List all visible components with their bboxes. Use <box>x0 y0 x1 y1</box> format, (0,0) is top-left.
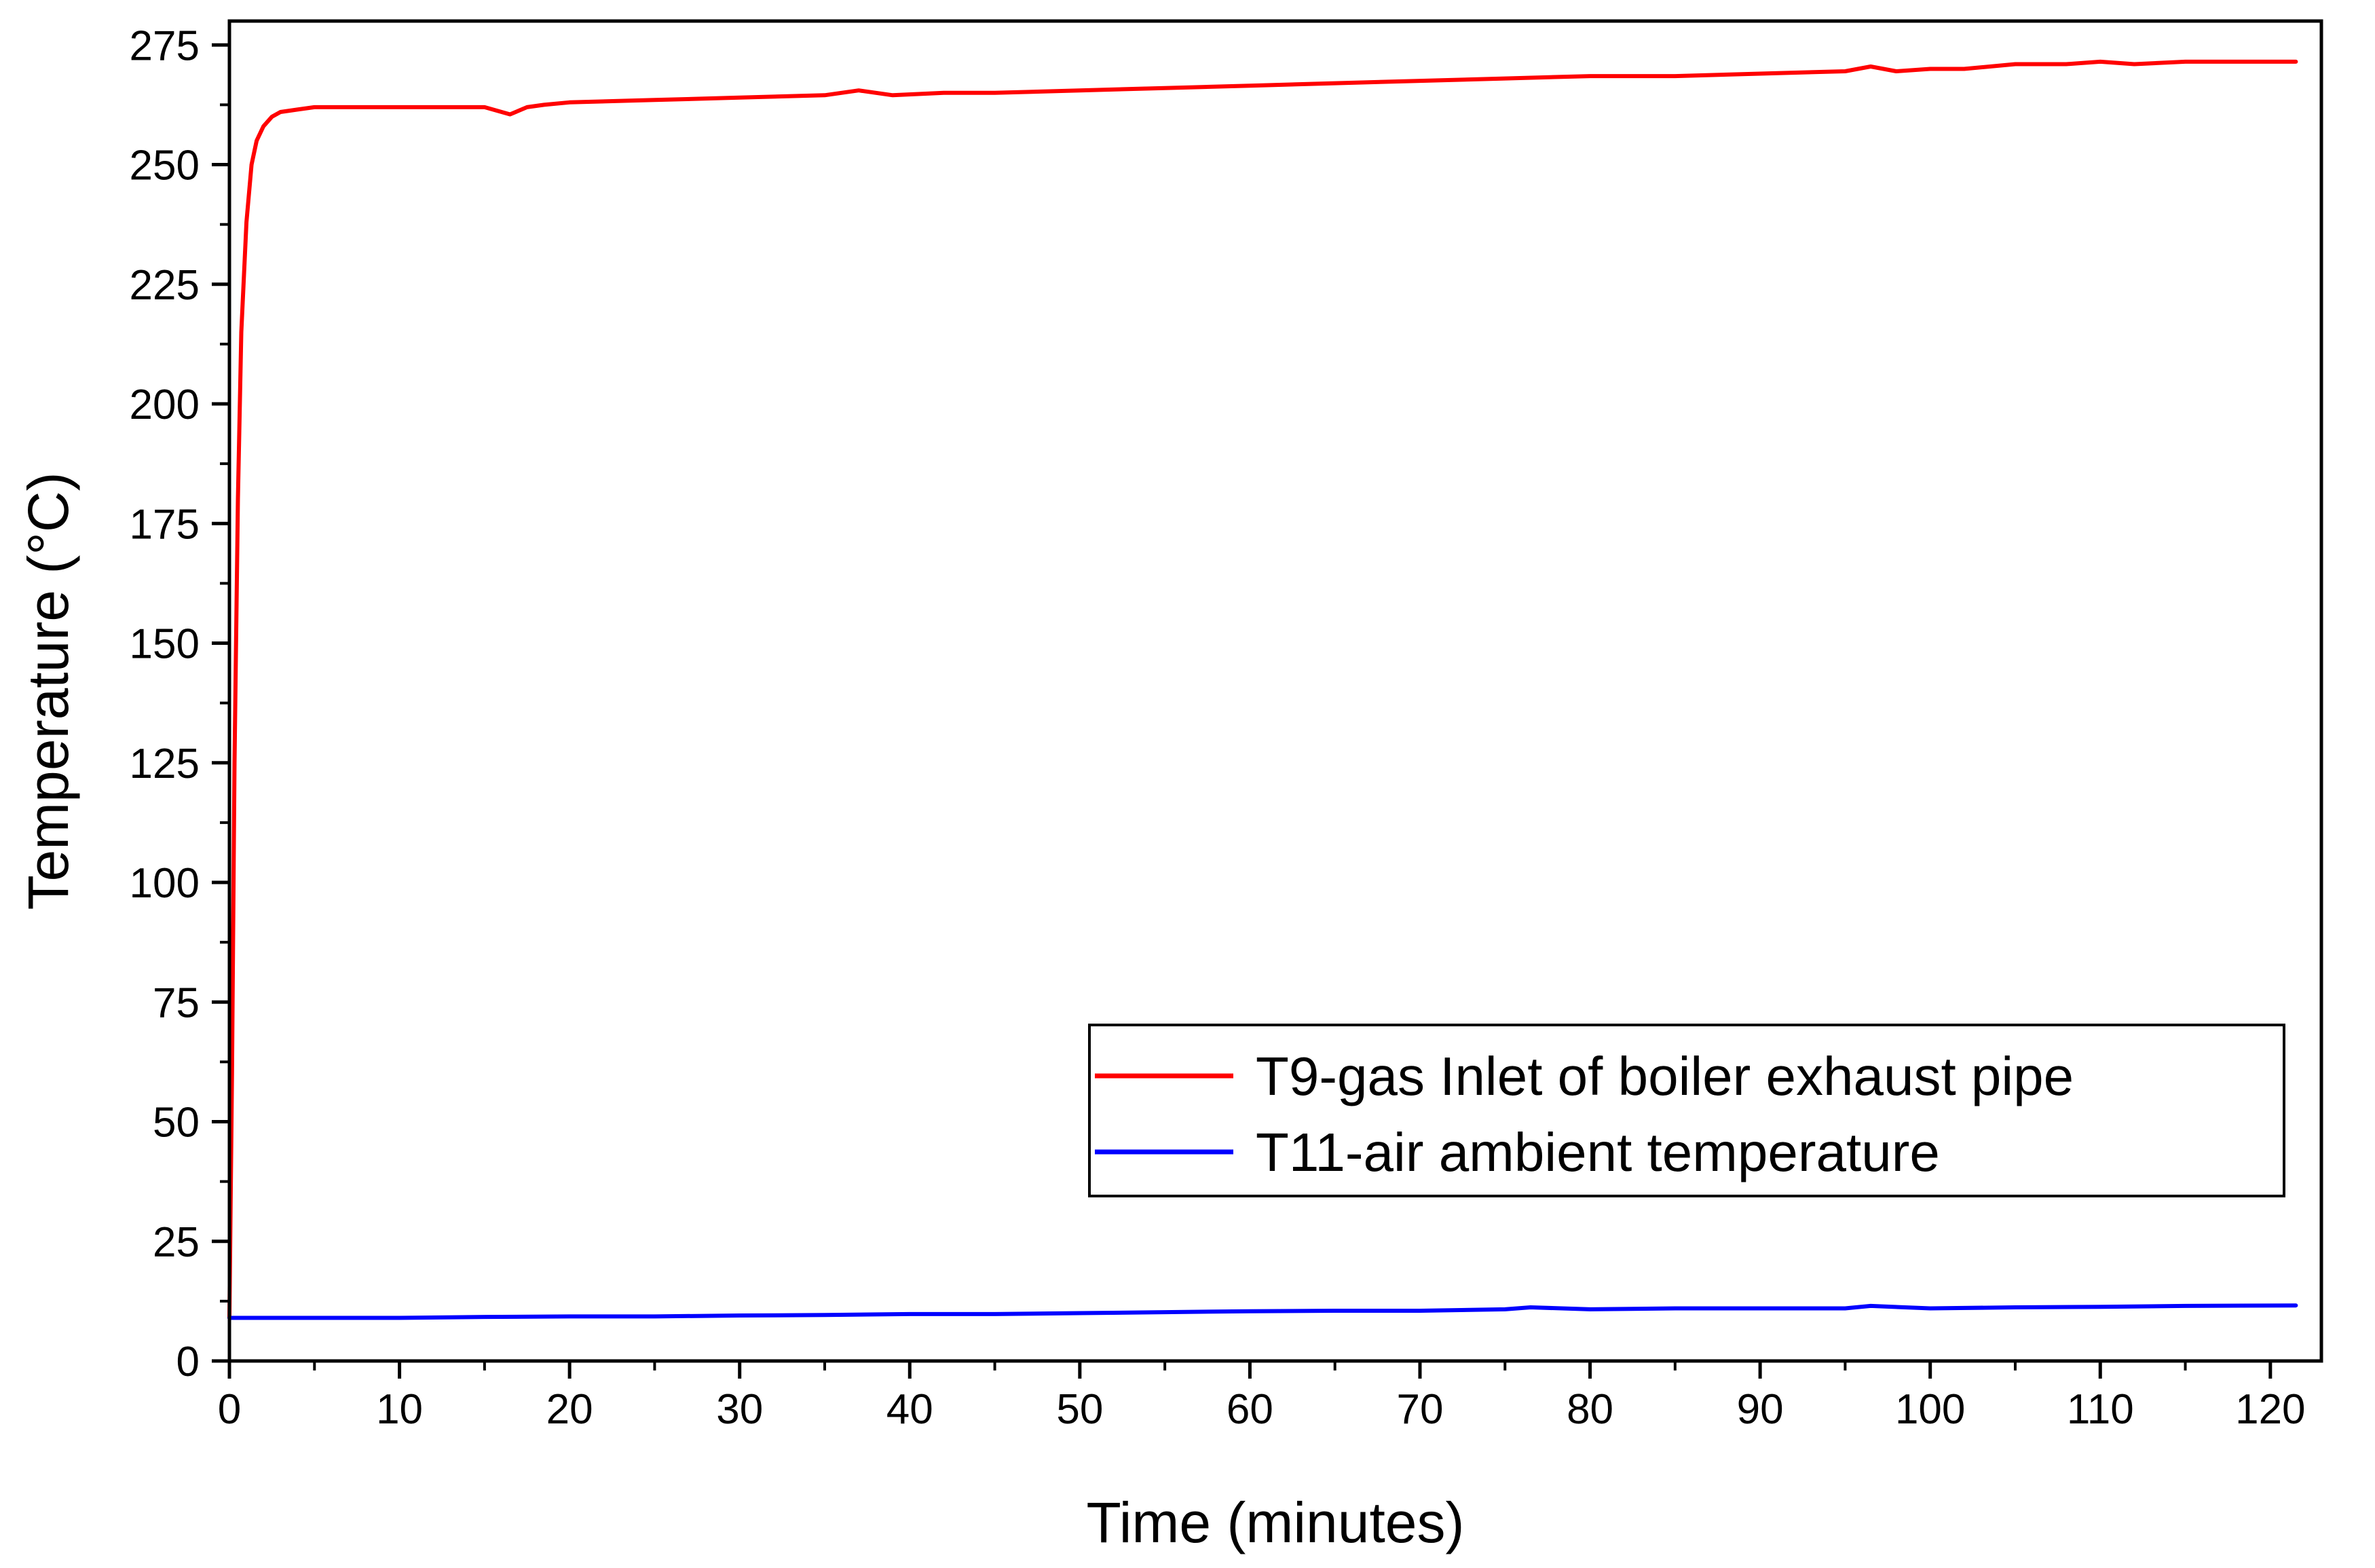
legend-box <box>1088 1024 2285 1197</box>
x-tick-label: 20 <box>546 1386 593 1433</box>
y-tick-label: 225 <box>130 262 200 309</box>
y-tick-label: 50 <box>153 1100 200 1146</box>
plot-frame <box>227 19 2323 1363</box>
legend-label-t11-air: T11-air ambient temperature <box>1256 1122 1940 1182</box>
x-tick-label: 50 <box>1056 1386 1103 1433</box>
y-tick-label: 100 <box>130 860 200 907</box>
y-tick-label: 0 <box>176 1339 200 1385</box>
y-tick-label: 125 <box>130 741 200 787</box>
legend: T9-gas Inlet of boiler exhaust pipe T11-… <box>1088 1024 2285 1197</box>
y-tick-label: 25 <box>153 1219 200 1266</box>
x-tick-label: 30 <box>716 1386 763 1433</box>
y-tick-label: 75 <box>153 979 200 1026</box>
series-line-0 <box>227 59 2298 1320</box>
x-tick-label: 80 <box>1567 1386 1613 1433</box>
series-layer <box>227 59 2298 1320</box>
x-tick-label: 90 <box>1737 1386 1784 1433</box>
x-tick-label: 70 <box>1396 1386 1443 1433</box>
y-axis-ticks: 0 25 50 75 100 125 150 175 200 225 250 275 <box>130 22 229 1385</box>
y-tick-label: 200 <box>130 381 200 428</box>
y-tick-label: 250 <box>130 143 200 189</box>
y-tick-label: 175 <box>130 501 200 548</box>
x-axis-title: Time (minutes) <box>1087 1491 1465 1554</box>
y-tick-label: 150 <box>130 621 200 668</box>
plot-area: 0 10 20 30 40 50 60 70 80 90 100 110 120 0 25 50 75 100 1… <box>130 19 2323 1433</box>
x-tick-label: 0 <box>218 1386 241 1433</box>
y-axis-title: Temperature (°C) <box>16 472 80 910</box>
x-tick-label: 10 <box>376 1386 423 1433</box>
x-tick-label: 40 <box>886 1386 933 1433</box>
legend-label-t9-gas: T9-gas Inlet of boiler exhaust pipe <box>1256 1046 2074 1106</box>
x-tick-label: 120 <box>2235 1386 2305 1433</box>
x-tick-label: 110 <box>2067 1386 2134 1433</box>
series-line-1 <box>227 1303 2298 1320</box>
x-axis-ticks: 0 10 20 30 40 50 60 70 80 90 100 110 120 <box>218 1361 2306 1433</box>
y-tick-label: 275 <box>130 22 200 69</box>
x-tick-label: 60 <box>1227 1386 1273 1433</box>
x-tick-label: 100 <box>1895 1386 1965 1433</box>
